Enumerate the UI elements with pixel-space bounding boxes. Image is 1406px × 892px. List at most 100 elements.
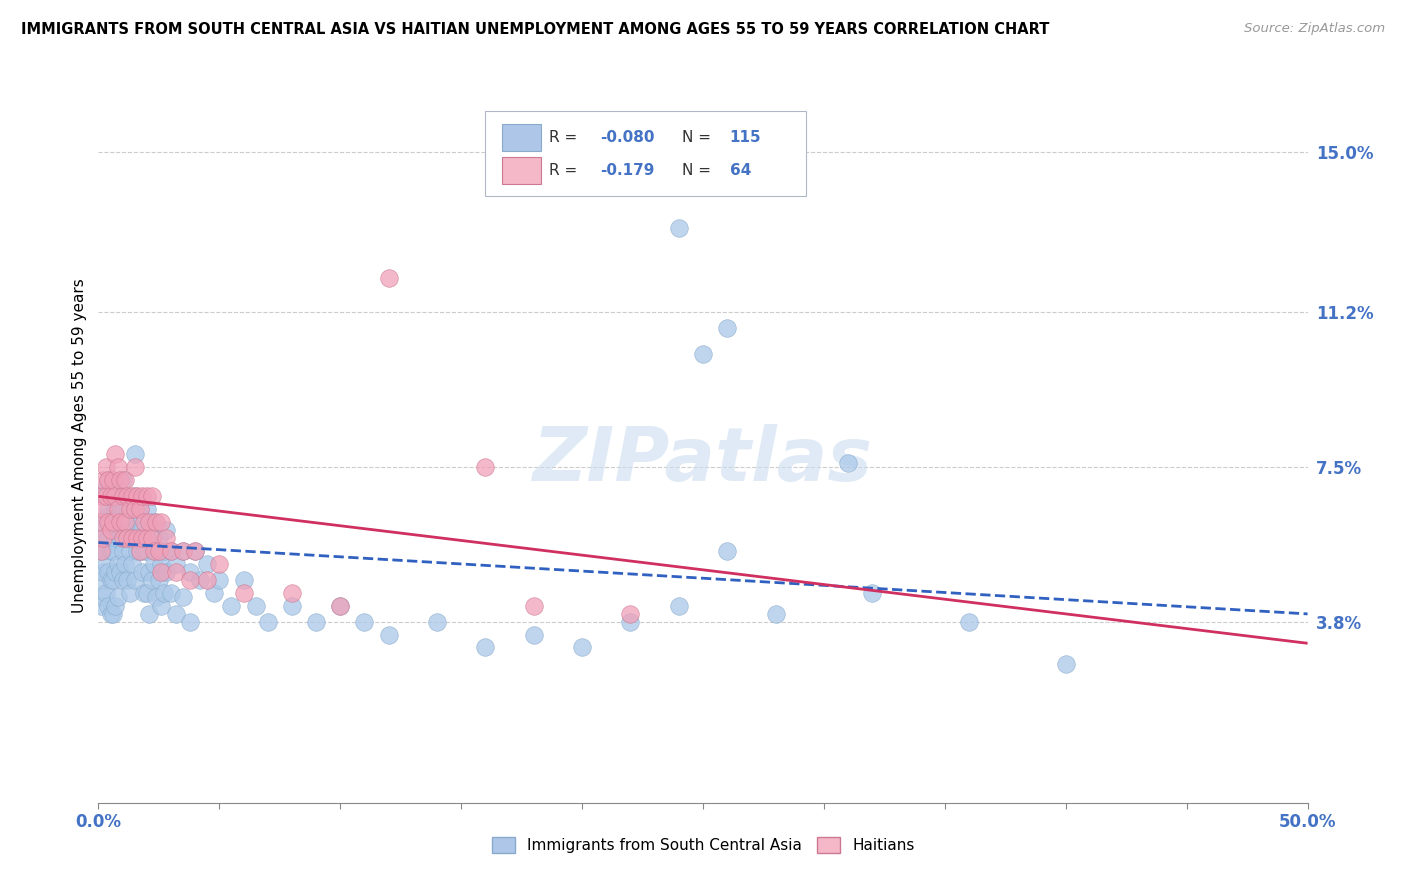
Point: [245, 599, 267, 613]
Point: [195, 574, 218, 588]
Point: [353, 615, 375, 630]
Point: [118, 515, 141, 529]
Point: [97, 532, 120, 546]
Point: [91, 489, 114, 503]
Point: [860, 586, 883, 600]
Point: [111, 574, 134, 588]
Text: -0.179: -0.179: [600, 163, 655, 178]
Point: [91, 544, 114, 558]
Point: [208, 574, 231, 588]
Point: [90, 544, 112, 558]
Point: [94, 481, 117, 495]
Point: [281, 586, 304, 600]
Point: [101, 473, 124, 487]
Point: [523, 628, 546, 642]
Point: [90, 599, 112, 613]
Y-axis label: Unemployment Among Ages 55 to 59 years: Unemployment Among Ages 55 to 59 years: [72, 278, 87, 614]
Point: [108, 532, 131, 546]
Point: [165, 565, 187, 579]
Point: [619, 615, 641, 630]
FancyBboxPatch shape: [502, 157, 541, 185]
Point: [117, 532, 139, 546]
Point: [160, 586, 183, 600]
Point: [100, 607, 122, 621]
Point: [232, 586, 254, 600]
Point: [1054, 657, 1077, 672]
Point: [134, 586, 156, 600]
Legend: Immigrants from South Central Asia, Haitians: Immigrants from South Central Asia, Hait…: [485, 831, 921, 859]
Point: [138, 515, 160, 529]
Point: [91, 532, 114, 546]
Point: [117, 502, 139, 516]
Point: [155, 523, 177, 537]
Point: [111, 502, 134, 516]
Point: [172, 544, 194, 558]
Point: [104, 447, 127, 461]
Point: [150, 565, 173, 579]
Text: R =: R =: [550, 130, 582, 145]
Point: [128, 502, 150, 516]
Point: [108, 515, 131, 529]
Point: [143, 557, 166, 571]
Point: [281, 599, 304, 613]
Point: [90, 489, 112, 503]
Text: Source: ZipAtlas.com: Source: ZipAtlas.com: [1244, 22, 1385, 36]
Point: [668, 220, 690, 235]
Point: [117, 489, 139, 503]
Point: [124, 460, 146, 475]
Text: ZIPatlas: ZIPatlas: [533, 424, 873, 497]
Point: [94, 489, 117, 503]
Point: [91, 473, 114, 487]
Point: [104, 502, 127, 516]
Point: [101, 481, 124, 495]
Point: [114, 557, 136, 571]
Point: [90, 574, 112, 588]
Point: [184, 544, 207, 558]
Point: [329, 599, 352, 613]
Point: [100, 574, 122, 588]
Point: [101, 574, 124, 588]
Point: [121, 523, 143, 537]
Point: [135, 544, 157, 558]
Point: [165, 557, 187, 571]
Point: [172, 590, 194, 604]
Point: [668, 599, 690, 613]
Point: [155, 532, 177, 546]
Point: [104, 565, 127, 579]
FancyBboxPatch shape: [502, 124, 541, 152]
Point: [111, 473, 134, 487]
Point: [141, 532, 163, 546]
Point: [165, 607, 187, 621]
Point: [127, 532, 149, 546]
Point: [101, 515, 124, 529]
Text: 64: 64: [730, 163, 751, 178]
Text: N =: N =: [682, 130, 716, 145]
Point: [91, 523, 114, 537]
Point: [114, 489, 136, 503]
Point: [523, 599, 546, 613]
FancyBboxPatch shape: [485, 111, 806, 196]
Point: [108, 502, 131, 516]
Point: [101, 544, 124, 558]
Point: [152, 544, 174, 558]
Point: [127, 489, 149, 503]
Text: -0.080: -0.080: [600, 130, 655, 145]
Point: [124, 489, 146, 503]
Point: [143, 544, 166, 558]
Point: [195, 557, 218, 571]
Point: [148, 574, 170, 588]
Point: [204, 586, 226, 600]
Point: [692, 346, 714, 360]
Point: [135, 502, 157, 516]
Point: [91, 502, 114, 516]
Point: [104, 532, 127, 546]
Point: [100, 515, 122, 529]
Point: [188, 574, 211, 588]
Point: [94, 460, 117, 475]
Point: [101, 607, 124, 621]
Point: [97, 599, 120, 613]
Point: [97, 515, 120, 529]
Point: [111, 532, 134, 546]
Point: [221, 599, 243, 613]
Point: [150, 557, 173, 571]
